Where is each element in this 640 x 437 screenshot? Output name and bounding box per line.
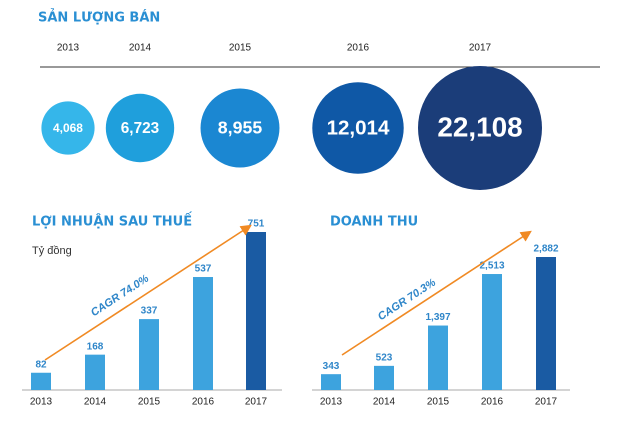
- bar: [428, 325, 448, 390]
- value-label: 6,723: [121, 120, 159, 137]
- value-label: 12,014: [327, 116, 390, 139]
- bubble: [312, 82, 404, 174]
- bubble: [200, 88, 280, 168]
- chart-title: SẢN LƯỢNG BÁN: [38, 9, 160, 26]
- year-label: 2013: [57, 43, 80, 54]
- year-label: 2013: [320, 397, 343, 408]
- bar: [31, 372, 51, 390]
- value-label: 1,397: [425, 312, 450, 323]
- year-label: 2014: [129, 43, 152, 54]
- bar: [193, 277, 213, 390]
- subtitle: Tỷ đồng: [32, 245, 72, 257]
- year-label: 2015: [427, 397, 450, 408]
- year-label: 2014: [373, 397, 396, 408]
- year-label: 2017: [469, 43, 492, 54]
- bubble: [41, 101, 95, 155]
- bubble: [105, 93, 175, 163]
- value-label: 751: [248, 219, 265, 230]
- value-label: 537: [195, 264, 212, 275]
- bar: [374, 365, 394, 390]
- value-label: 82: [35, 359, 47, 370]
- value-label: 8,955: [218, 118, 263, 138]
- year-label: 2014: [84, 397, 107, 408]
- year-label: 2017: [535, 397, 558, 408]
- year-label: 2016: [192, 397, 215, 408]
- bar: [536, 257, 556, 390]
- year-label: 2013: [30, 397, 53, 408]
- value-label: 4,068: [53, 121, 83, 135]
- year-label: 2017: [245, 397, 268, 408]
- bar: [85, 354, 105, 390]
- value-label: 2,882: [533, 244, 558, 255]
- value-label: 168: [87, 341, 104, 352]
- trend-arrow: [341, 230, 532, 356]
- trend-arrow: [44, 224, 252, 361]
- value-label: 2,513: [479, 261, 504, 272]
- bar: [321, 374, 341, 390]
- year-label: 2016: [481, 397, 504, 408]
- value-label: 343: [323, 361, 340, 372]
- value-label: 337: [141, 306, 158, 317]
- bubble: [418, 66, 542, 190]
- year-label: 2016: [347, 43, 370, 54]
- bar: [482, 274, 502, 390]
- year-label: 2015: [138, 397, 161, 408]
- bar: [246, 232, 266, 390]
- value-label: 22,108: [437, 111, 522, 142]
- value-label: 523: [376, 353, 393, 364]
- year-label: 2015: [229, 43, 252, 54]
- chart-title: DOANH THU: [330, 215, 418, 230]
- chart-title: LỢI NHUẬN SAU THUẾ: [32, 213, 192, 230]
- bar: [139, 319, 159, 390]
